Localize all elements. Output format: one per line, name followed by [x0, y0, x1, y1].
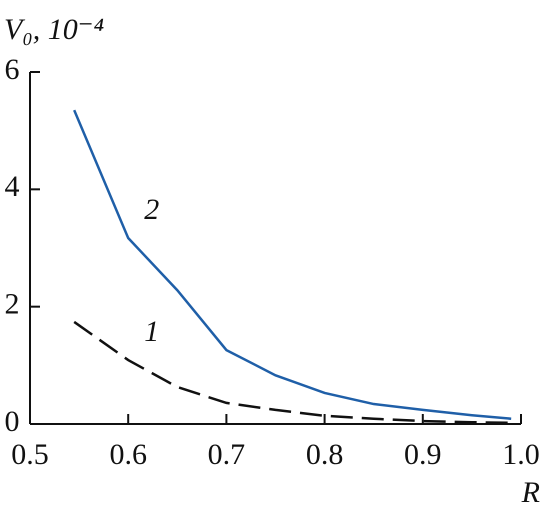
y-tick-label: 4: [5, 170, 20, 203]
x-tick-label: 0.9: [404, 438, 442, 471]
series-label: 2: [144, 193, 159, 226]
series-label: 1: [144, 315, 159, 348]
y-axis-label: V₀, 10⁻⁴: [4, 13, 104, 46]
x-tick-label: 0.8: [306, 438, 344, 471]
y-tick-label: 6: [5, 53, 20, 86]
line-series: [73, 320, 512, 425]
x-tick-label: 0.7: [208, 438, 246, 471]
y-tick-label: 2: [5, 288, 20, 321]
x-tick-label: 0.5: [11, 438, 49, 471]
line-series: [73, 109, 512, 420]
y-tick-label: 0: [5, 405, 20, 438]
x-axis-label: R: [521, 476, 540, 509]
x-tick-label: 0.6: [109, 438, 147, 471]
x-tick-label: 1.0: [502, 438, 540, 471]
